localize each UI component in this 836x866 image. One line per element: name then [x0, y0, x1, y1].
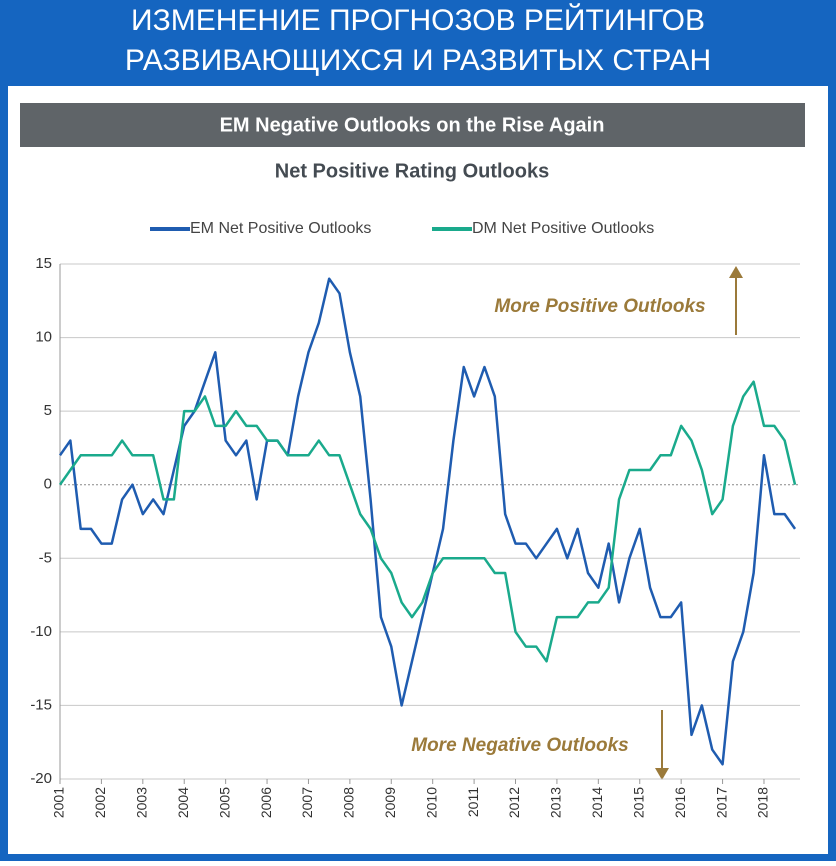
x-tick-label: 2008 — [341, 787, 357, 818]
x-tick-label: 2011 — [465, 787, 481, 817]
y-tick-label: -15 — [30, 696, 52, 713]
x-tick-label: 2004 — [175, 787, 191, 818]
chart-title: EM Negative Outlooks on the Rise Again — [220, 114, 605, 136]
x-tick-label: 2002 — [92, 787, 108, 818]
y-tick-label: 15 — [35, 255, 52, 272]
y-tick-label: -10 — [30, 623, 52, 640]
x-tick-label: 2012 — [506, 787, 522, 818]
x-tick-label: 2013 — [548, 787, 564, 818]
x-tick-label: 2006 — [258, 787, 274, 818]
x-tick-label: 2016 — [672, 787, 688, 818]
x-tick-label: 2015 — [630, 787, 646, 818]
x-tick-label: 2014 — [589, 787, 605, 818]
x-tick-label: 2003 — [134, 787, 150, 818]
y-tick-label: 5 — [44, 402, 52, 419]
chart-subtitle: Net Positive Rating Outlooks — [275, 160, 549, 182]
annotation: More Positive Outlooks — [494, 296, 705, 317]
series-line — [58, 380, 797, 663]
legend-label: EM Net Positive Outlooks — [190, 220, 371, 237]
y-tick-label: 0 — [44, 476, 52, 493]
legend-label: DM Net Positive Outlooks — [472, 220, 654, 237]
annotation: More Negative Outlooks — [411, 735, 629, 756]
x-tick-label: 2009 — [382, 787, 398, 818]
arrows — [655, 266, 743, 780]
header-line: ИЗМЕНЕНИЕ ПРОГНОЗОВ РЕЙТИНГОВ — [131, 3, 705, 37]
y-tick-label: -5 — [39, 549, 52, 566]
x-tick-label: 2017 — [713, 787, 729, 818]
arrow-head — [655, 768, 669, 780]
title-bar — [20, 103, 805, 147]
y-tick-label: -20 — [30, 770, 52, 787]
x-tick-label: 2001 — [51, 787, 67, 818]
x-tick-label: 2005 — [216, 787, 232, 818]
y-tick-label: 10 — [35, 329, 52, 346]
arrow-head — [729, 266, 743, 278]
x-tick-label: 2018 — [755, 787, 771, 818]
x-tick-label: 2007 — [299, 787, 315, 818]
x-tick-label: 2010 — [423, 787, 439, 818]
header-line: РАЗВИВАЮЩИХСЯ И РАЗВИТЫХ СТРАН — [125, 44, 711, 77]
